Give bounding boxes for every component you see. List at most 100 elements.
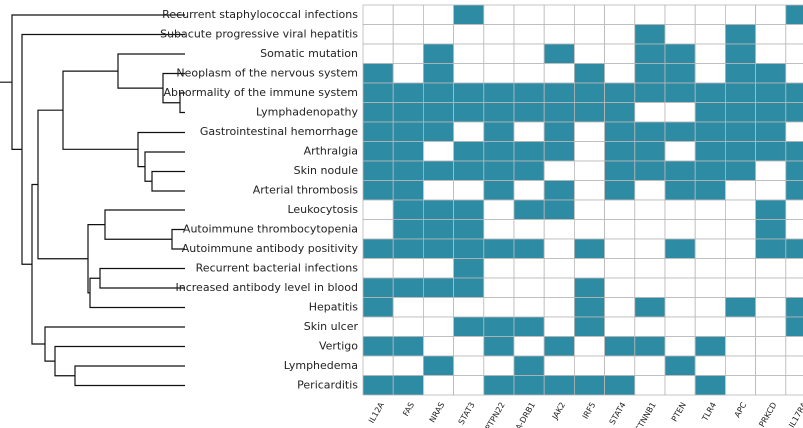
heatmap-cell bbox=[634, 238, 666, 259]
heatmap-cell bbox=[543, 238, 575, 259]
column-label: TLR4 bbox=[700, 401, 718, 424]
heatmap-cell bbox=[634, 141, 666, 162]
heatmap-cell bbox=[543, 121, 575, 142]
heatmap-cell bbox=[634, 4, 666, 25]
heatmap-cell bbox=[453, 336, 485, 357]
heatmap-cell bbox=[362, 316, 394, 337]
row-label: Vertigo bbox=[319, 339, 358, 352]
heatmap-cell bbox=[513, 160, 545, 181]
heatmap-cell bbox=[755, 316, 787, 337]
heatmap-cell bbox=[604, 199, 636, 220]
heatmap-cell bbox=[453, 258, 485, 279]
heatmap-cell bbox=[694, 375, 726, 396]
heatmap-cell bbox=[574, 238, 606, 259]
heatmap-cell bbox=[634, 375, 666, 396]
heatmap-cell bbox=[694, 63, 726, 84]
heatmap-cell bbox=[634, 24, 666, 45]
heatmap-cell bbox=[422, 316, 454, 337]
heatmap-cell bbox=[362, 297, 394, 318]
heatmap-cell bbox=[362, 24, 394, 45]
heatmap-cell bbox=[543, 160, 575, 181]
heatmap-cell bbox=[725, 219, 757, 240]
column-label: HLA-DRB1 bbox=[509, 401, 537, 428]
heatmap-cell bbox=[483, 180, 515, 201]
heatmap-cell bbox=[664, 355, 696, 376]
heatmap-cell bbox=[422, 24, 454, 45]
heatmap-cell bbox=[513, 316, 545, 337]
heatmap-cell bbox=[453, 180, 485, 201]
heatmap-cell bbox=[574, 355, 606, 376]
heatmap-cell bbox=[362, 238, 394, 259]
heatmap-cell bbox=[694, 316, 726, 337]
heatmap-cell bbox=[664, 219, 696, 240]
heatmap-cell bbox=[574, 316, 606, 337]
heatmap-cell bbox=[634, 297, 666, 318]
heatmap-cell bbox=[483, 316, 515, 337]
heatmap-cell bbox=[422, 355, 454, 376]
heatmap-cell bbox=[604, 63, 636, 84]
heatmap-cell bbox=[574, 219, 606, 240]
heatmap-cell bbox=[513, 24, 545, 45]
heatmap-cell bbox=[543, 316, 575, 337]
heatmap-cell bbox=[634, 199, 666, 220]
column-label: STAT4 bbox=[608, 401, 628, 426]
heatmap-cell bbox=[694, 82, 726, 103]
heatmap-cell bbox=[422, 180, 454, 201]
column-label: NRAS bbox=[428, 401, 447, 424]
row-label: Recurrent staphylococcal infections bbox=[162, 8, 358, 21]
heatmap-cell bbox=[664, 63, 696, 84]
heatmap-cell bbox=[755, 219, 787, 240]
heatmap-cell bbox=[483, 63, 515, 84]
heatmap-cell bbox=[362, 180, 394, 201]
heatmap-cell bbox=[664, 102, 696, 123]
heatmap-cell bbox=[392, 43, 424, 64]
heatmap-cell bbox=[664, 375, 696, 396]
heatmap-cell bbox=[574, 121, 606, 142]
heatmap-cell bbox=[392, 102, 424, 123]
heatmap-cell bbox=[392, 316, 424, 337]
heatmap-cell bbox=[664, 238, 696, 259]
heatmap-cell bbox=[483, 355, 515, 376]
heatmap-cell bbox=[392, 375, 424, 396]
row-label: Arthralgia bbox=[304, 144, 358, 157]
heatmap-cell bbox=[634, 160, 666, 181]
column-label: STAT3 bbox=[457, 401, 477, 426]
heatmap-cell bbox=[755, 63, 787, 84]
heatmap-cell bbox=[513, 102, 545, 123]
heatmap-cell bbox=[574, 297, 606, 318]
heatmap-cell bbox=[694, 297, 726, 318]
heatmap-cell bbox=[785, 375, 803, 396]
heatmap-cell bbox=[694, 258, 726, 279]
heatmap-cell bbox=[694, 160, 726, 181]
heatmap-cell bbox=[392, 336, 424, 357]
heatmap-cell bbox=[574, 141, 606, 162]
heatmap-cell bbox=[483, 121, 515, 142]
column-label: FAS bbox=[401, 401, 416, 418]
heatmap-cell bbox=[483, 277, 515, 298]
column-label: PTEN bbox=[670, 401, 688, 423]
heatmap-cell bbox=[543, 102, 575, 123]
heatmap-cell bbox=[725, 43, 757, 64]
heatmap-cell bbox=[362, 336, 394, 357]
heatmap-cell bbox=[755, 141, 787, 162]
heatmap-cell bbox=[725, 238, 757, 259]
heatmap-cell bbox=[483, 219, 515, 240]
row-label: Skin ulcer bbox=[304, 320, 359, 333]
heatmap-cell bbox=[604, 141, 636, 162]
heatmap-cell bbox=[634, 63, 666, 84]
heatmap-cell bbox=[392, 219, 424, 240]
heatmap-cell bbox=[362, 355, 394, 376]
heatmap-cell bbox=[483, 238, 515, 259]
heatmap-cell bbox=[785, 4, 803, 25]
heatmap-cell bbox=[694, 141, 726, 162]
column-label: CTNNB1 bbox=[633, 401, 657, 428]
heatmap-cell bbox=[513, 258, 545, 279]
heatmap-cell bbox=[543, 258, 575, 279]
heatmap-cell bbox=[725, 4, 757, 25]
column-label: IRF5 bbox=[581, 401, 598, 421]
row-label: Autoimmune antibody positivity bbox=[182, 242, 359, 255]
heatmap-cell bbox=[604, 121, 636, 142]
heatmap-cell bbox=[785, 238, 803, 259]
column-label: IL17RA bbox=[787, 400, 803, 428]
